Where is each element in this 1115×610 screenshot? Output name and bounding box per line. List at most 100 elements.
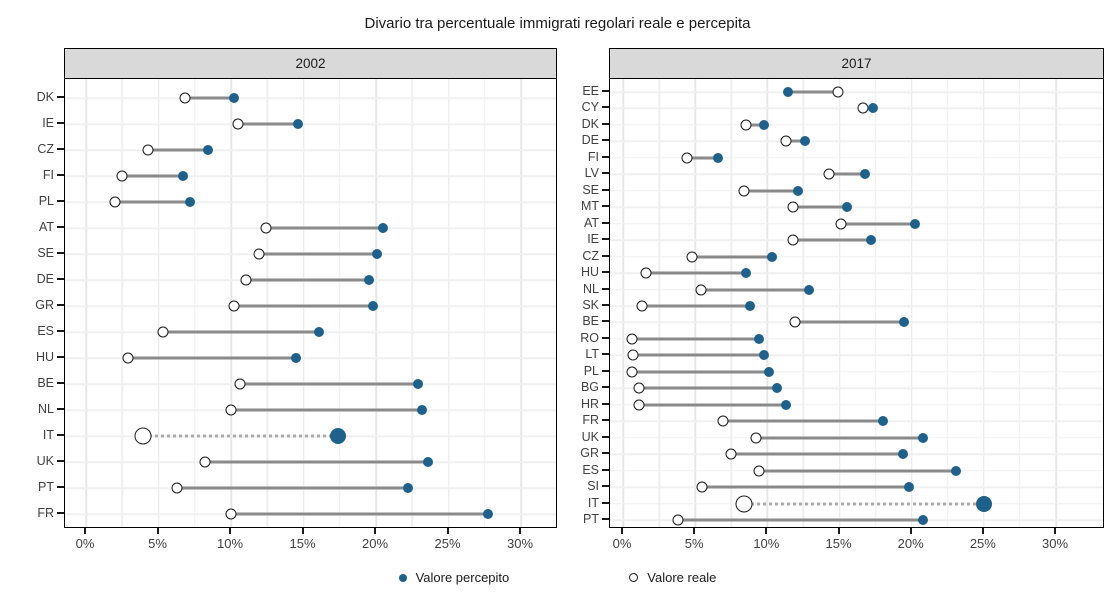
- x-tick-label: 20%: [897, 536, 924, 551]
- real-dot-ES: [753, 465, 765, 477]
- y-label-CZ: CZ: [582, 248, 599, 263]
- y-label-FR: FR: [582, 413, 599, 428]
- x-tick: [156, 528, 159, 534]
- real-dot-SK: [636, 300, 648, 312]
- real-dot-BE: [234, 378, 246, 390]
- y-tick-CZ: [57, 148, 64, 150]
- gridline-v: [874, 79, 877, 527]
- y-label-AT: AT: [38, 220, 54, 234]
- gridline-v: [339, 79, 341, 527]
- gridline-h: [610, 124, 1103, 126]
- gridline-v: [447, 79, 450, 527]
- y-tick-BE: [602, 320, 609, 323]
- perceived-dot-GR: [898, 449, 908, 460]
- y-label-SI: SI: [587, 479, 599, 494]
- y-label-PL: PL: [38, 194, 54, 208]
- y-label-FI: FI: [587, 149, 599, 164]
- y-tick-PT: [602, 518, 609, 520]
- gridline-h: [65, 97, 556, 99]
- gridline-v: [520, 79, 522, 527]
- connector-BE: [239, 382, 419, 386]
- y-tick-LT: [602, 353, 609, 356]
- y-tick-AT: [57, 226, 64, 228]
- gridline-v: [910, 79, 913, 527]
- connector-MT: [793, 205, 847, 209]
- x-tick: [981, 528, 984, 534]
- perceived-dot-PL: [763, 366, 774, 377]
- gridline-h: [610, 255, 1103, 258]
- x-tick: [84, 528, 86, 534]
- y-label-DK: DK: [36, 90, 54, 104]
- perceived-dot-BE: [413, 379, 424, 389]
- y-label-FI: FI: [42, 168, 54, 182]
- x-axis-2017: 0% 5% 10% 15% 20% 25% 30%: [609, 528, 1104, 556]
- gridline-h: [610, 157, 1103, 159]
- connector-DE: [786, 139, 805, 143]
- real-dot-MT: [787, 201, 799, 213]
- perceived-dot-MT: [841, 202, 852, 213]
- perceived-dot-IT: [330, 428, 347, 444]
- real-dot-HU: [640, 267, 652, 279]
- perceived-dot-DK: [228, 93, 239, 103]
- connector-LT: [633, 353, 765, 357]
- x-tick-label: 0%: [75, 536, 95, 551]
- perceived-dot-RO: [753, 333, 764, 344]
- real-dot-SE: [738, 185, 750, 197]
- gridline-v: [983, 79, 985, 527]
- gridline-h: [65, 123, 556, 125]
- real-dot-BG: [633, 382, 645, 394]
- y-label-ES: ES: [582, 462, 599, 477]
- perceived-dot-FI: [178, 171, 189, 181]
- connector-NL: [231, 408, 423, 412]
- gridline-v: [622, 79, 624, 527]
- x-tick: [519, 528, 521, 534]
- connector-UK: [755, 436, 924, 440]
- panel-header-2002: 2002: [64, 48, 557, 78]
- x-tick: [374, 528, 376, 534]
- real-dot-NL: [225, 404, 237, 416]
- y-tick-DE: [57, 278, 64, 280]
- gridline-v: [411, 79, 413, 527]
- y-label-HU: HU: [580, 265, 599, 280]
- gridline-h: [610, 140, 1103, 143]
- y-label-IT: IT: [42, 428, 54, 442]
- gridline-v: [85, 79, 87, 527]
- perceived-dot-PL: [185, 197, 196, 207]
- connector-RO: [631, 337, 759, 341]
- y-tick-DE: [602, 139, 609, 142]
- real-dot-IE: [232, 118, 244, 130]
- perceived-dot-IE: [866, 235, 877, 246]
- y-tick-PL: [57, 200, 64, 202]
- y-tick-AT: [602, 221, 609, 224]
- perceived-dot-LV: [860, 169, 871, 180]
- gridline-h: [610, 305, 1103, 307]
- gridline-h: [610, 206, 1103, 208]
- real-dot-CY: [857, 102, 869, 114]
- real-dot-PT: [672, 514, 684, 526]
- y-label-LV: LV: [584, 166, 599, 181]
- plot-2002: [64, 78, 557, 528]
- connector-IE: [793, 238, 872, 242]
- x-tick-label: 25%: [969, 536, 996, 551]
- y-tick-DK: [602, 122, 609, 125]
- x-tick: [446, 528, 449, 534]
- perceived-dot-SI: [903, 482, 914, 493]
- real-dot-CZ: [142, 144, 154, 156]
- gridline-v: [1019, 79, 1021, 527]
- perceived-dot-FR: [482, 509, 493, 519]
- y-tick-LV: [602, 172, 609, 175]
- legend-item-reale: Valore reale: [629, 570, 716, 585]
- gridline-h: [65, 175, 556, 177]
- y-tick-IE: [602, 238, 609, 241]
- y-label-NL: NL: [583, 281, 599, 296]
- perceived-dot-HU: [291, 353, 302, 363]
- y-label-HU: HU: [35, 350, 54, 364]
- real-dot-SE: [253, 248, 265, 260]
- perceived-dot-ES: [951, 465, 962, 476]
- real-dot-GR: [725, 448, 737, 460]
- connector-CZ: [692, 255, 772, 259]
- connector-PL: [631, 370, 769, 374]
- gridline-v: [730, 79, 732, 527]
- y-tick-HR: [602, 402, 609, 405]
- connector-IE: [238, 122, 298, 126]
